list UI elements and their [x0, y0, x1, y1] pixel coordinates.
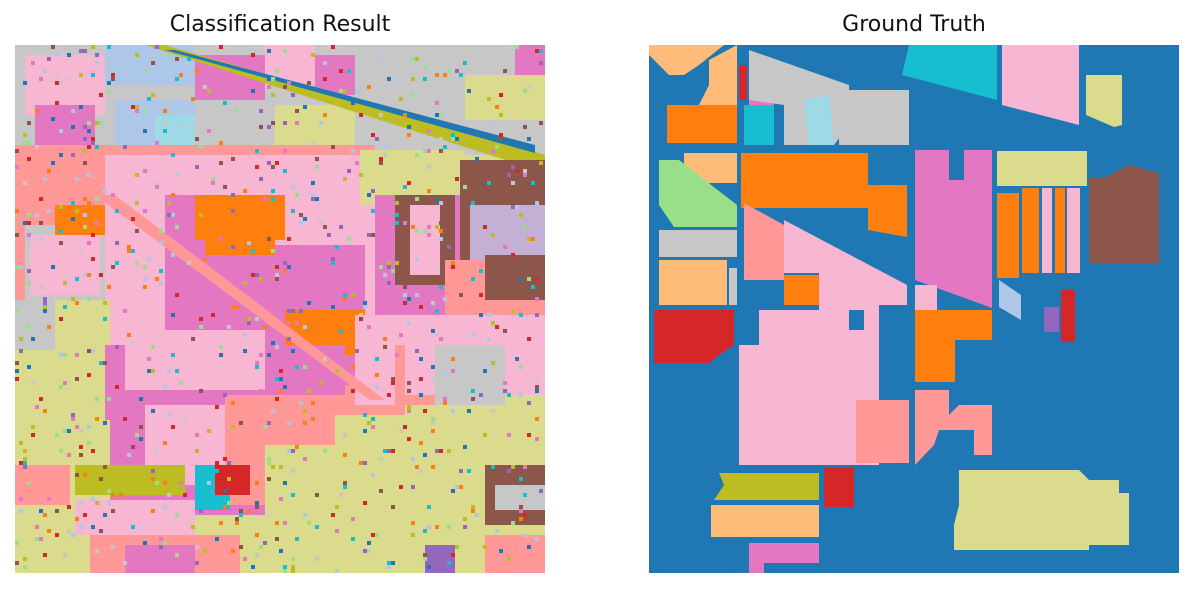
classification-title: Classification Result [169, 12, 391, 37]
ground-truth-title: Ground Truth [842, 12, 986, 37]
ground-truth-panel: Ground Truth [649, 0, 1179, 589]
classification-panel: Classification Result [15, 0, 545, 589]
ground-truth-map-image [649, 45, 1179, 573]
classification-map-image [15, 45, 545, 573]
ground-truth-map [649, 45, 1179, 573]
classification-map [15, 45, 545, 573]
